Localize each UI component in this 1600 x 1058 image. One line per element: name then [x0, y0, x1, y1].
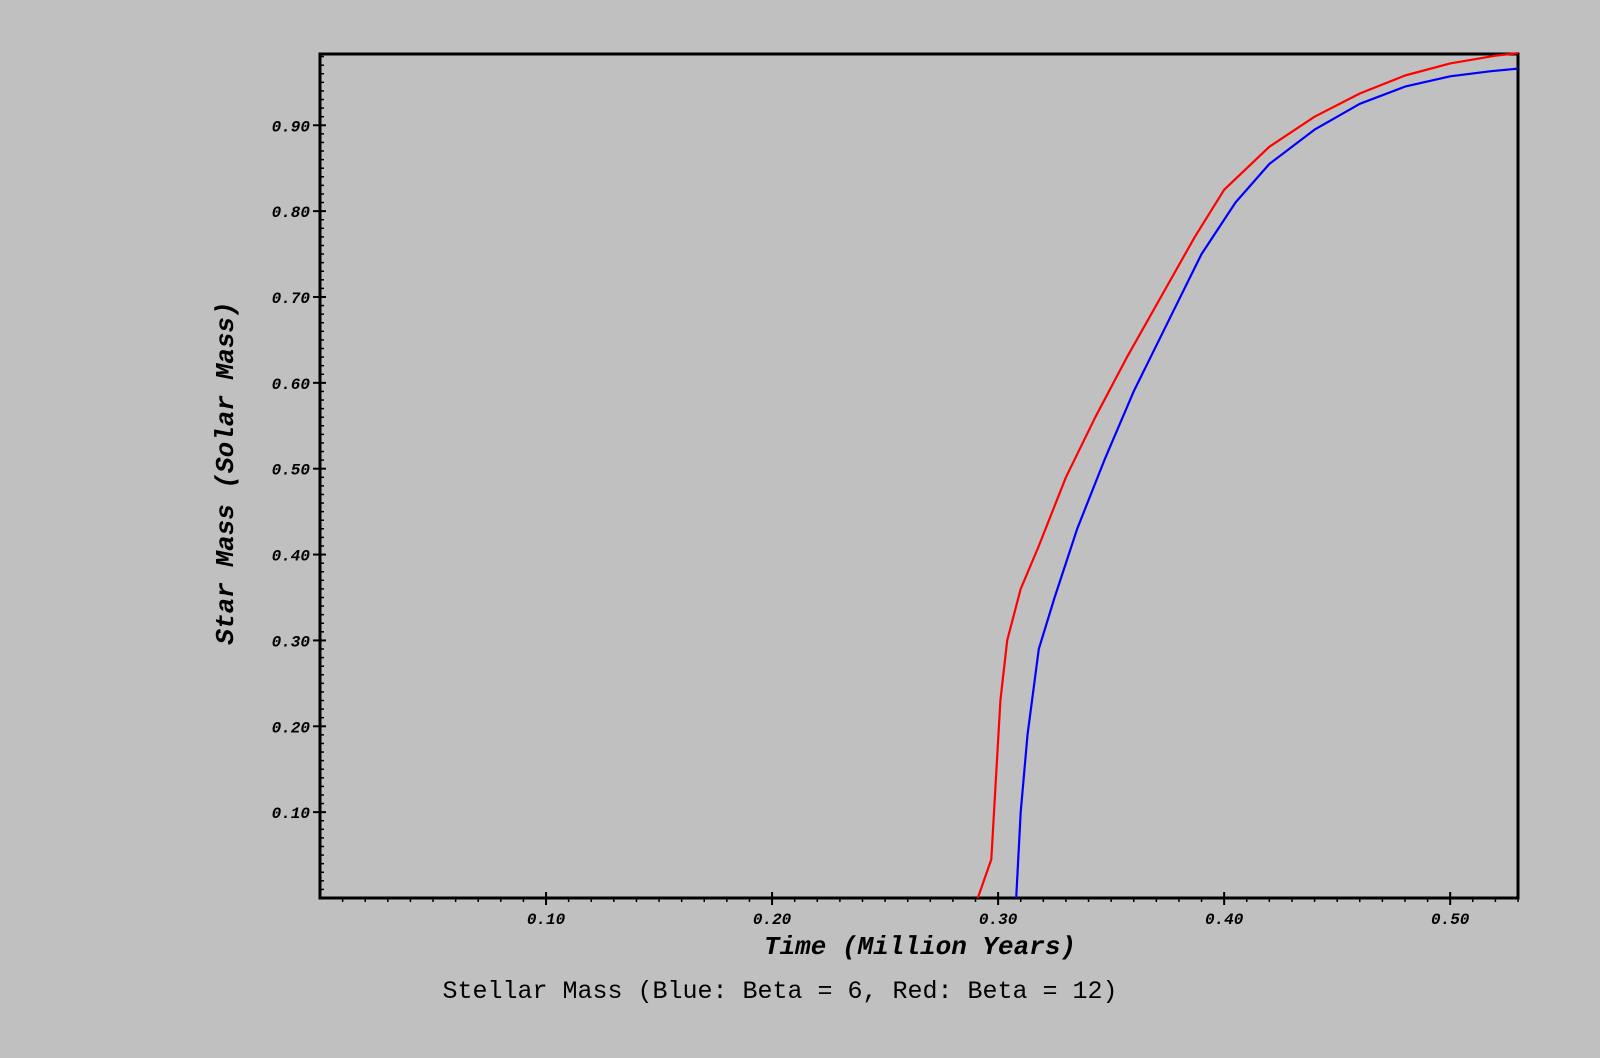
- y-axis-title: Star Mass (Solar Mass): [211, 301, 241, 644]
- y-tick-label: 0.50: [272, 462, 311, 480]
- y-tick-label: 0.20: [272, 719, 311, 737]
- x-tick-label: 0.50: [1431, 911, 1470, 929]
- y-tick-label: 0.10: [272, 805, 311, 823]
- x-tick-label: 0.30: [979, 911, 1018, 929]
- y-major-ticks: 0.10 0.20 0.30 0.40 0.50 0.60 0.70 0.80 0.90: [272, 118, 326, 823]
- y-tick-label: 0.40: [272, 548, 311, 566]
- x-tick-label: 0.10: [527, 911, 566, 929]
- x-tick-label: 0.20: [753, 911, 792, 929]
- y-tick-label: 0.90: [272, 118, 311, 136]
- y-tick-label: 0.30: [272, 633, 311, 651]
- series-line-0: [1015, 67, 1519, 899]
- y-tick-label: 0.70: [272, 290, 311, 308]
- y-tick-label: 0.60: [272, 376, 311, 394]
- series-line-1: [976, 52, 1519, 899]
- x-major-ticks: 0.10 0.20 0.30 0.40 0.50: [527, 892, 1470, 929]
- series-layer: [976, 52, 1519, 899]
- plot-border: [318, 52, 1520, 900]
- chart-caption: Stellar Mass (Blue: Beta = 6, Red: Beta …: [442, 977, 1117, 1006]
- y-tick-label: 0.80: [272, 204, 311, 222]
- plot-frame: [318, 52, 1520, 900]
- x-tick-label: 0.40: [1205, 911, 1244, 929]
- x-axis-title: Time (Million Years): [764, 932, 1076, 962]
